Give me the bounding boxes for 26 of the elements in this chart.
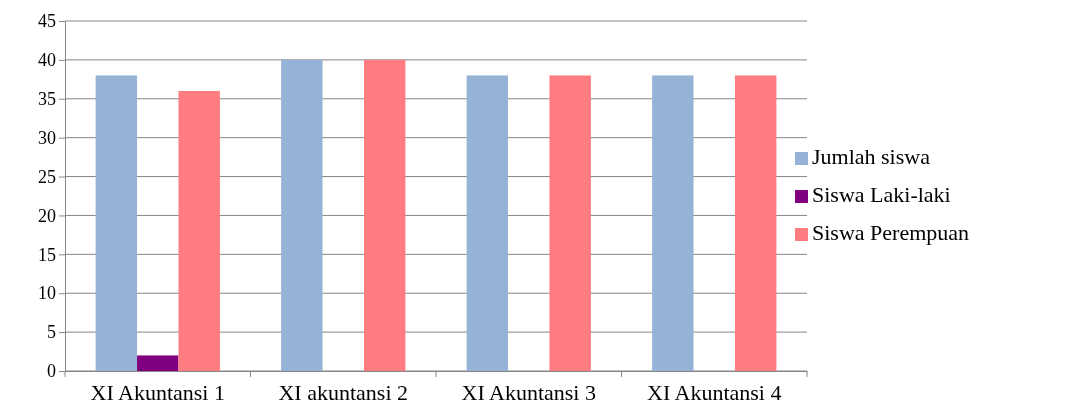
x-tick-label: XI Akuntansi 3 bbox=[461, 380, 596, 406]
y-tick-label: 10 bbox=[38, 283, 56, 304]
y-tick-label: 35 bbox=[38, 89, 56, 110]
y-tick-label: 40 bbox=[38, 50, 56, 71]
y-tick-label: 20 bbox=[38, 205, 56, 226]
x-tick-label: XI akuntansi 2 bbox=[278, 380, 409, 406]
y-tick-label: 5 bbox=[47, 322, 56, 343]
bar bbox=[95, 75, 138, 371]
y-tick-label: 0 bbox=[47, 361, 56, 382]
bar bbox=[178, 91, 220, 371]
y-tick-label: 25 bbox=[38, 166, 56, 187]
bar bbox=[466, 75, 509, 371]
legend-label: Siswa Perempuan bbox=[812, 220, 970, 245]
bar bbox=[734, 75, 777, 371]
x-tick-label: XI Akuntansi 1 bbox=[90, 380, 225, 406]
bar bbox=[363, 59, 406, 371]
y-tick-label: 30 bbox=[38, 127, 56, 148]
x-tick-label: XI Akuntansi 4 bbox=[647, 380, 782, 406]
legend-label: Jumlah siswa bbox=[812, 144, 931, 169]
legend-label: Siswa Laki-laki bbox=[812, 182, 951, 207]
bar bbox=[652, 75, 694, 371]
bar bbox=[549, 75, 591, 371]
y-tick-label: 15 bbox=[38, 244, 56, 265]
bar bbox=[137, 355, 179, 371]
y-tick-label: 45 bbox=[38, 11, 56, 32]
bar bbox=[281, 59, 323, 371]
